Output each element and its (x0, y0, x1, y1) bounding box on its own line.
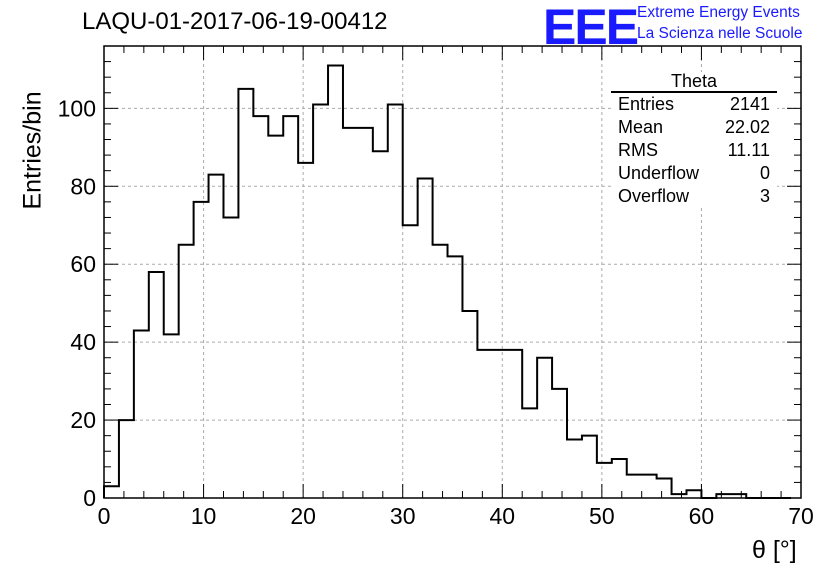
plot-frame (103, 45, 802, 499)
x-tick-label: 60 (689, 503, 715, 529)
y-tick-label: 40 (70, 329, 96, 355)
stats-row-overflow: Overflow 3 (611, 185, 777, 208)
y-axis-label: Entries/bin (18, 91, 47, 210)
y-tick-label: 0 (83, 485, 96, 511)
y-tick-label: 20 (70, 407, 96, 433)
stats-label: RMS (618, 140, 658, 160)
stats-row-rms: RMS 11.11 (611, 139, 777, 162)
stats-label: Entries (618, 94, 675, 114)
plot-title: LAQU-01-2017-06-19-00412 (82, 8, 388, 35)
stats-value: 11.11 (727, 140, 770, 160)
stats-row-underflow: Underflow 0 (611, 162, 777, 185)
y-tick-label: 60 (70, 251, 96, 277)
x-tick-label: 30 (390, 503, 416, 529)
stats-label: Mean (618, 117, 664, 137)
stats-title: Theta (611, 72, 777, 93)
tagline-line1: Extreme Energy Events (637, 4, 800, 21)
tagline-line2: La Scienza nelle Scuole (637, 25, 803, 42)
x-tick-label: 40 (489, 503, 515, 529)
y-tick-label: 80 (70, 173, 96, 199)
x-axis-label: θ [°] (752, 536, 797, 564)
histogram-line (103, 64, 792, 499)
stats-row-mean: Mean 22.02 (611, 116, 777, 139)
stats-value: 3 (759, 186, 770, 206)
stats-value: 2141 (729, 94, 770, 114)
y-tick-label: 100 (58, 95, 96, 121)
stats-row-entries: Entries 2141 (611, 93, 777, 116)
x-tick-label: 70 (788, 503, 814, 529)
stats-label: Underflow (618, 163, 700, 183)
stats-value: 22.02 (724, 117, 770, 137)
x-tick-label: 50 (589, 503, 615, 529)
x-tick-label: 0 (98, 503, 111, 529)
stats-label: Overflow (618, 186, 690, 206)
stats-box: Theta Entries 2141 Mean 22.02 RMS 11.11 … (611, 72, 777, 208)
eee-logo: EEE (543, 0, 639, 55)
x-tick-label: 20 (290, 503, 316, 529)
stats-value: 0 (759, 163, 770, 183)
x-tick-label: 10 (191, 503, 217, 529)
